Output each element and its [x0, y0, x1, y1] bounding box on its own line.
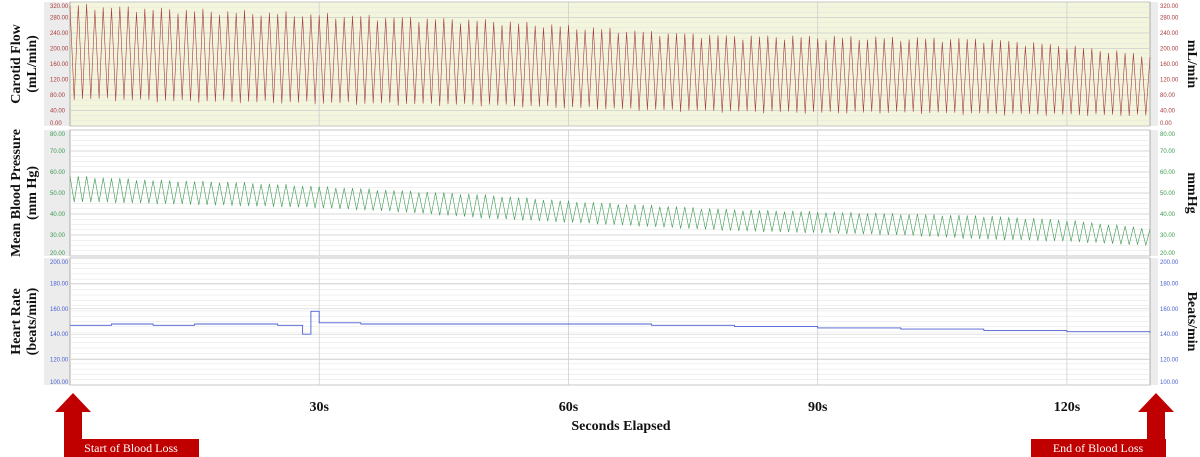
x-tick-label: 60s	[559, 400, 579, 415]
panel-hr-left-tick-label: 160.00	[50, 307, 69, 313]
panel-flow-right-tick-label: 80.00	[1160, 93, 1176, 99]
panel-bp-right-tick-label: 50.00	[1160, 191, 1176, 197]
panel-bp-right-tick-label: 20.00	[1160, 251, 1176, 257]
panel-flow-right-tick-label: 40.00	[1160, 109, 1176, 115]
panel-hr-unit-text: Beats/min	[1184, 292, 1199, 352]
panel-bp: 20.00 20.00 30.00 30.00 40.00 40.00 50.00 50.00…	[9, 129, 1199, 257]
panel-hr-right-tick-label: 120.00	[1160, 358, 1179, 364]
panel-bp-unit-text: mmHg	[1184, 172, 1199, 213]
panel-bp-left-tick-label: 20.00	[50, 251, 66, 257]
panel-bp-left-tick-label: 30.00	[50, 233, 66, 239]
end-label-box	[1031, 439, 1166, 457]
panel-flow-left-tick-label: 120.00	[50, 78, 69, 84]
panel-bp-left-gutter	[44, 130, 70, 256]
panel-flow-left-tick-label: 240.00	[50, 31, 69, 37]
panel-bp-left-tick-label: 60.00	[50, 170, 66, 176]
panel-hr-left-tick-label: 140.00	[50, 332, 69, 338]
panel-bp-ylabel-line1: Mean Blood Pressure	[9, 129, 24, 257]
panel-bp-series-line	[69, 176, 1151, 246]
panel-bp-right-tick-label: 30.00	[1160, 233, 1176, 239]
x-axis-title: Seconds Elapsed	[571, 419, 670, 434]
panel-hr: 100.00 100.00 120.00 120.00 140.00 140.00 160.…	[9, 257, 1199, 386]
panel-hr-right-tick-label: 140.00	[1160, 332, 1179, 338]
panel-hr-unit-label: Beats/min	[1184, 292, 1199, 352]
start-label: Start of Blood Loss	[84, 441, 178, 455]
panel-flow-right-tick-label: 240.00	[1160, 31, 1179, 37]
panel-bp-right-tick-label: 80.00	[1160, 132, 1176, 138]
panel-flow-right-tick-label: 160.00	[1160, 62, 1179, 68]
panel-flow-right-tick-label: 0.00	[1160, 121, 1172, 127]
panel-hr-series-line	[70, 310, 1151, 335]
panel-flow-ylabel-line1: Carotid Flow	[9, 23, 24, 103]
panel-flow-ylabel: Carotid Flow (mL/min)	[9, 23, 40, 103]
panel-flow: 0.00 0.00 40.00 40.00 80.00 80.00 120.00 120.00…	[9, 1, 1199, 127]
panel-flow-series-line	[69, 3, 1151, 116]
panel-flow-unit-label: mL/min	[1184, 40, 1199, 88]
panel-flow-left-tick-label: 320.00	[50, 4, 69, 10]
panel-flow-unit-text: mL/min	[1184, 40, 1199, 88]
panel-flow-left-tick-label: 200.00	[50, 47, 69, 53]
panel-hr-left-gutter	[44, 258, 70, 385]
panel-bp-left-tick-label: 50.00	[50, 191, 66, 197]
panel-bp-unit-label: mmHg	[1184, 172, 1199, 213]
panel-hr-left-tick-label: 120.00	[50, 358, 69, 364]
panel-hr-right-tick-label: 160.00	[1160, 307, 1179, 313]
panel-flow-right-tick-label: 200.00	[1160, 47, 1179, 53]
panel-bp-left-tick-label: 80.00	[50, 132, 66, 138]
panel-hr-left-tick-label: 200.00	[50, 260, 69, 266]
panel-hr-right-tick-label: 100.00	[1160, 380, 1179, 386]
panel-bp-right-tick-label: 60.00	[1160, 170, 1176, 176]
x-tick-label: 90s	[808, 400, 828, 415]
panel-flow-left-tick-label: 0.00	[50, 121, 62, 127]
panel-hr-left-tick-label: 100.00	[50, 380, 69, 386]
panel-bp-right-gutter	[1150, 130, 1158, 256]
panel-hr-ylabel-line2: (beats/min)	[25, 287, 40, 355]
panel-flow-right-tick-label: 280.00	[1160, 16, 1179, 22]
panel-flow-right-gutter	[1150, 2, 1158, 126]
panel-flow-left-tick-label: 80.00	[50, 93, 66, 99]
panel-flow-left-tick-label: 280.00	[50, 16, 69, 22]
x-tick-label: 30s	[310, 400, 330, 415]
panel-flow-right-tick-label: 320.00	[1160, 4, 1179, 10]
x-tick-label: 120s	[1054, 400, 1081, 415]
panel-bp-right-tick-label: 70.00	[1160, 149, 1176, 155]
panel-hr-right-tick-label: 200.00	[1160, 260, 1179, 266]
panel-hr-left-tick-label: 180.00	[50, 281, 69, 287]
panel-flow-left-gutter	[44, 2, 70, 126]
end-arrow-icon	[1138, 393, 1174, 440]
panel-hr-right-tick-label: 180.00	[1160, 281, 1179, 287]
panel-flow-right-tick-label: 120.00	[1160, 78, 1179, 84]
start-arrow-icon	[55, 393, 91, 440]
panel-hr-ylabel: Heart Rate (beats/min)	[9, 287, 40, 355]
panel-hr-ylabel-line1: Heart Rate	[9, 288, 24, 354]
panel-bp-left-tick-label: 40.00	[50, 212, 66, 218]
panel-bp-left-tick-label: 70.00	[50, 149, 66, 155]
panel-flow-left-tick-label: 40.00	[50, 109, 66, 115]
start-label-box	[64, 439, 199, 457]
panel-bp-ylabel: Mean Blood Pressure (mm Hg)	[9, 129, 40, 257]
panel-bp-right-tick-label: 40.00	[1160, 212, 1176, 218]
panel-bp-ylabel-line2: (mm Hg)	[25, 166, 40, 220]
panel-flow-ylabel-line2: (mL/min)	[25, 35, 40, 93]
end-label: End of Blood Loss	[1053, 441, 1144, 455]
panel-hr-right-gutter	[1150, 258, 1158, 385]
panel-flow-left-tick-label: 160.00	[50, 62, 69, 68]
